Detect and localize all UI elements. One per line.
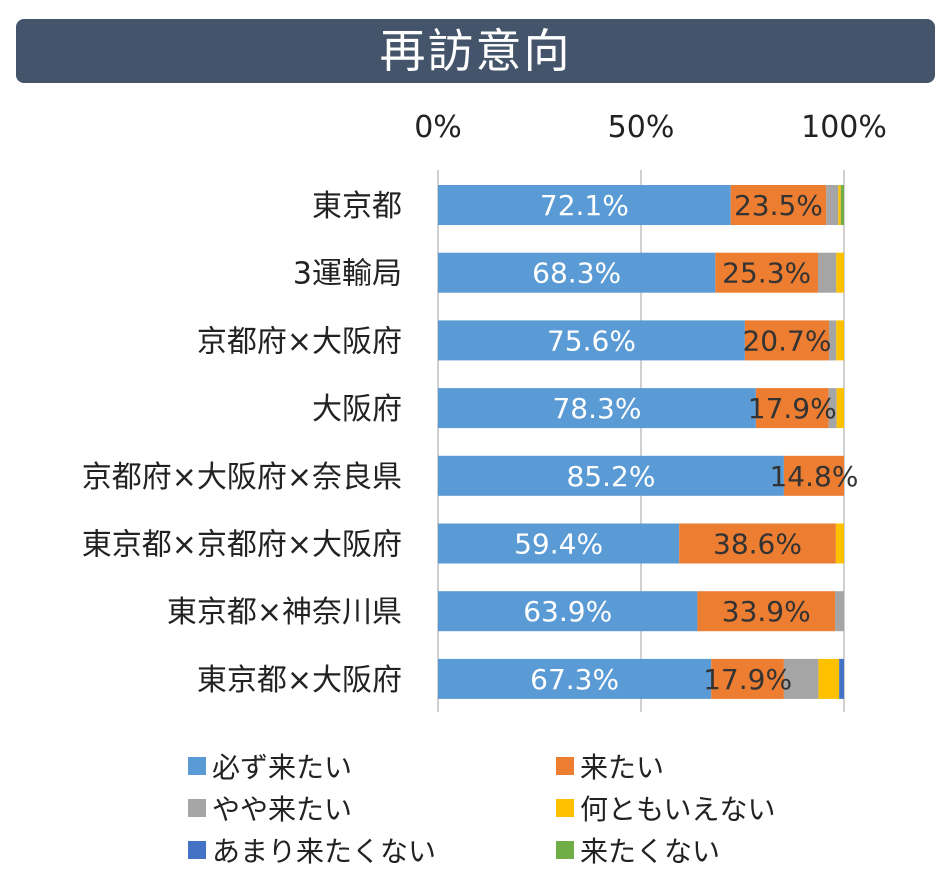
legend-label: やや来たい — [212, 793, 353, 826]
category-label: 大阪府 — [312, 392, 402, 427]
legend-label: あまり来たくない — [212, 835, 437, 868]
data-label: 25.3% — [722, 257, 811, 290]
data-label: 78.3% — [552, 392, 641, 425]
bar-segment — [730, 185, 827, 225]
legend-item: 必ず来たい — [188, 748, 352, 784]
bar-segment — [438, 185, 731, 225]
data-label: 33.9% — [722, 595, 811, 628]
category-label: 京都府×大阪府 — [197, 324, 402, 359]
data-label: 59.4% — [514, 528, 603, 561]
bar-segment — [715, 252, 819, 293]
category-label: 3運輸局 — [293, 257, 402, 292]
category-label: 東京都×大阪府 — [197, 663, 402, 698]
legend-item: あまり来たくない — [188, 832, 436, 868]
bar-segment — [697, 591, 836, 632]
title-bar: 再訪意向 — [16, 19, 935, 83]
bar-segment — [679, 523, 836, 564]
bar-segment — [836, 320, 844, 361]
data-label: 68.3% — [532, 257, 621, 290]
data-label: 17.9% — [703, 663, 792, 696]
bar-segment — [839, 658, 844, 699]
bar-segment — [438, 455, 784, 496]
legend-swatch — [556, 757, 574, 775]
category-label: 東京都×京都府×大阪府 — [82, 528, 402, 563]
data-label: 20.7% — [742, 324, 831, 357]
bar-segment — [836, 252, 844, 293]
bar-segment — [711, 658, 784, 699]
data-label: 75.6% — [547, 324, 636, 357]
bar-segment — [783, 455, 844, 496]
category-label: 京都府×大阪府×奈良県 — [82, 460, 402, 495]
chart-title: 再訪意向 — [379, 24, 572, 78]
bar-segment — [438, 388, 756, 429]
data-label: 63.9% — [523, 595, 612, 628]
data-label: 38.6% — [713, 528, 802, 561]
legend-label: 何ともいえない — [580, 793, 776, 826]
bar-segment — [438, 523, 680, 564]
x-tick-label: 0% — [414, 110, 462, 145]
bar-segment — [835, 591, 844, 632]
x-tick-label: 50% — [608, 110, 675, 145]
bar-segment — [744, 320, 829, 361]
bar-segment — [818, 658, 840, 699]
legend-swatch — [188, 799, 206, 817]
legend-item: やや来たい — [188, 790, 352, 826]
bar-segment — [836, 388, 844, 429]
bar-segment — [438, 320, 745, 361]
data-label: 85.2% — [566, 460, 655, 493]
legend-label: 来たくない — [580, 835, 721, 868]
bar-segment — [828, 388, 837, 429]
data-label: 17.9% — [748, 392, 837, 425]
bar-segment — [828, 320, 837, 361]
x-tick-label: 100% — [801, 110, 887, 145]
data-label: 67.3% — [530, 663, 619, 696]
category-label: 東京都 — [312, 189, 402, 224]
legend-label: 来たい — [580, 751, 665, 784]
legend-swatch — [188, 757, 206, 775]
bar-segment — [840, 185, 844, 225]
bar-segment — [826, 185, 839, 225]
bar-segment — [438, 591, 698, 632]
legend-label: 必ず来たい — [212, 751, 353, 784]
legend-item: 何ともいえない — [556, 790, 775, 826]
category-label: 東京都×神奈川県 — [167, 595, 402, 630]
bar-segment — [755, 388, 829, 429]
bar-segment — [783, 658, 819, 699]
legend-item: 来たくない — [556, 832, 720, 868]
bar-segment — [438, 658, 712, 699]
legend-item: 来たい — [556, 748, 664, 784]
legend-swatch — [556, 799, 574, 817]
bar-segment — [838, 185, 841, 225]
data-label: 72.1% — [540, 189, 629, 222]
data-label: 14.8% — [769, 460, 858, 493]
legend-swatch — [188, 841, 206, 859]
bar-segment — [818, 252, 837, 293]
bar-segment — [438, 252, 716, 293]
bar-segment — [835, 523, 844, 564]
legend-swatch — [556, 841, 574, 859]
data-label: 23.5% — [734, 189, 823, 222]
